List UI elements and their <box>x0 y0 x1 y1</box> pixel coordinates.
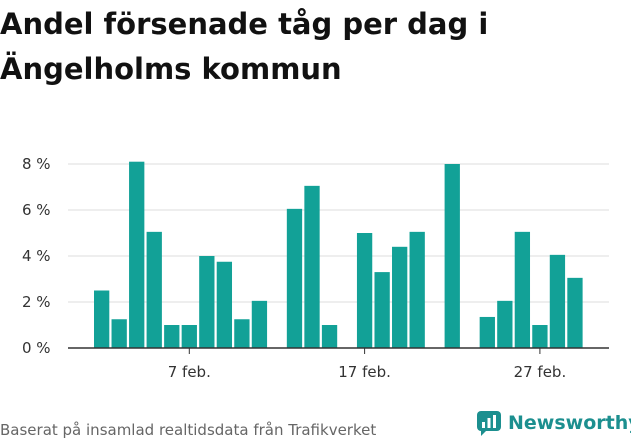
bar <box>286 208 303 348</box>
bar <box>234 319 250 348</box>
newsworthy-logo-icon <box>477 411 501 436</box>
x-axis: 7 feb. 17 feb. 27 feb. <box>68 347 609 381</box>
bar <box>497 300 513 348</box>
bar <box>479 316 495 348</box>
bar <box>356 233 373 348</box>
y-tick-label: 4 % <box>22 247 51 265</box>
bar <box>216 261 233 348</box>
y-tick-label: 8 % <box>22 155 51 173</box>
bar <box>94 290 110 348</box>
bars <box>94 161 583 348</box>
bar <box>567 277 583 348</box>
y-axis: 0 % 2 % 4 % 6 % 8 % <box>22 155 51 357</box>
bar <box>181 325 197 348</box>
bar <box>304 185 320 348</box>
source-note: Baserat på insamlad realtidsdata från Tr… <box>0 421 377 439</box>
bar <box>409 231 425 348</box>
bar <box>199 256 215 348</box>
bar <box>321 325 338 348</box>
y-tick-label: 2 % <box>22 293 51 311</box>
bar <box>392 246 408 348</box>
bar <box>129 161 145 348</box>
y-tick-label: 6 % <box>22 201 51 219</box>
bar <box>444 164 460 348</box>
bar <box>164 325 180 348</box>
bar <box>111 319 127 348</box>
bar <box>514 231 531 348</box>
bar <box>549 254 566 348</box>
bar <box>251 300 268 348</box>
y-tick-label: 0 % <box>22 339 51 357</box>
x-tick-label: 7 feb. <box>168 363 211 381</box>
bar <box>532 325 548 348</box>
bar <box>374 272 390 348</box>
x-tick-label: 17 feb. <box>338 363 391 381</box>
bar <box>146 231 162 348</box>
newsworthy-logo: Newsworthy <box>476 409 631 437</box>
x-tick-label: 27 feb. <box>514 363 567 381</box>
chart-title: Andel försenade tåg per dag i Ängelholms… <box>0 7 489 86</box>
brand-name: Newsworthy <box>508 412 631 434</box>
